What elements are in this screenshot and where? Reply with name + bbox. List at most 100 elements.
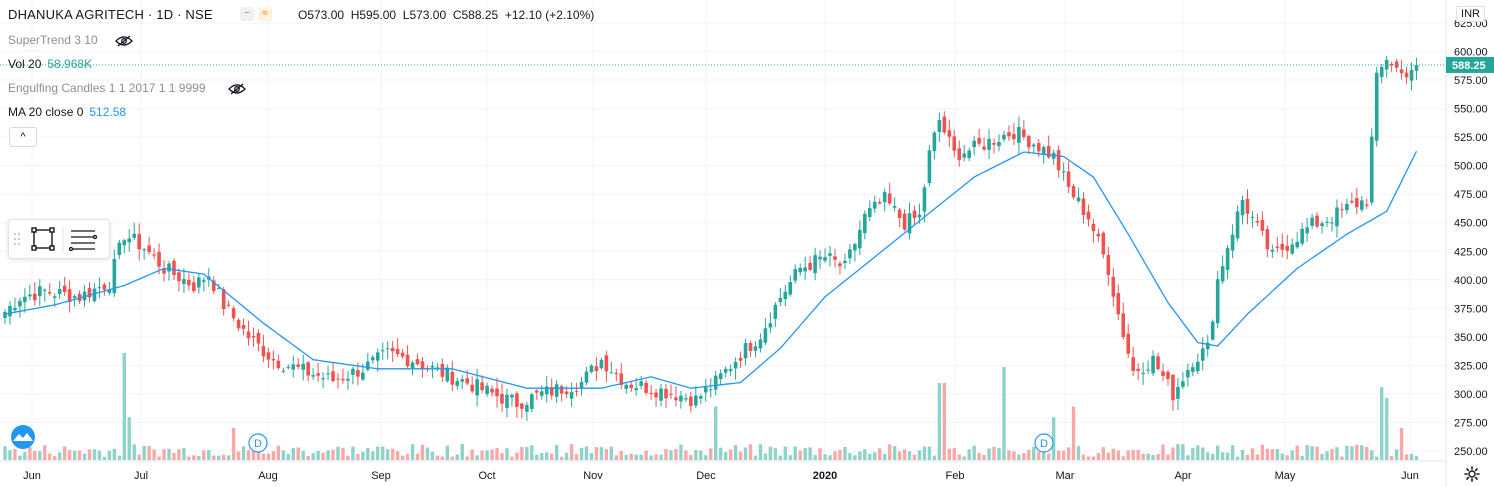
candle-body bbox=[62, 285, 67, 292]
volume-bar bbox=[395, 451, 400, 460]
candle-body bbox=[1036, 143, 1041, 152]
candle-body bbox=[296, 364, 301, 367]
volume-bar bbox=[172, 452, 176, 460]
volume-bar bbox=[982, 454, 986, 460]
volume-bar bbox=[748, 444, 753, 460]
candle-body bbox=[902, 213, 907, 230]
volume-bar bbox=[1076, 446, 1081, 460]
volume-bar bbox=[604, 449, 609, 460]
volume-bar bbox=[1022, 453, 1026, 460]
volume-bar bbox=[679, 444, 683, 460]
price-tick-label: 525.00 bbox=[1454, 132, 1488, 144]
volume-bar bbox=[226, 455, 231, 460]
candle-body bbox=[440, 363, 445, 377]
candle-body bbox=[748, 343, 753, 351]
volume-bar bbox=[455, 454, 459, 460]
last-price-tag bbox=[1446, 56, 1494, 73]
candle-body bbox=[788, 282, 793, 295]
volume-bar bbox=[207, 450, 211, 460]
candle-body bbox=[743, 343, 748, 359]
candle-body bbox=[167, 263, 171, 272]
eye-crossed-icon[interactable] bbox=[115, 35, 133, 47]
candle-body bbox=[1399, 69, 1404, 74]
candle-body bbox=[604, 355, 609, 372]
candle-body bbox=[684, 398, 688, 400]
compare-icon[interactable]: − bbox=[240, 7, 254, 21]
volume-bar bbox=[1121, 456, 1125, 460]
volume-bar bbox=[82, 453, 87, 460]
symbol-title[interactable]: DHANUKA AGRITECH · 1D · NSE bbox=[8, 7, 213, 22]
tradingview-logo-icon[interactable] bbox=[8, 425, 38, 449]
supertrend-legend[interactable]: SuperTrend 3 10 bbox=[8, 32, 98, 48]
low-value: L573.00 bbox=[402, 8, 447, 22]
volume-bar bbox=[858, 451, 862, 460]
currency-label[interactable]: INR bbox=[1456, 6, 1485, 22]
volume-bar bbox=[415, 453, 420, 460]
candle-body bbox=[803, 267, 807, 272]
volume-bar bbox=[902, 449, 907, 460]
volume-bar bbox=[18, 455, 22, 460]
volume-bar bbox=[1379, 387, 1384, 460]
gear-icon[interactable] bbox=[1464, 466, 1480, 482]
candle-body bbox=[182, 279, 186, 284]
volume-bar bbox=[684, 450, 688, 460]
volume-bar bbox=[848, 453, 852, 460]
candle-body bbox=[42, 289, 47, 291]
candle-body bbox=[689, 396, 693, 407]
volume-bar bbox=[1270, 449, 1275, 460]
time-tick-label: Jul bbox=[134, 470, 148, 482]
candle-body bbox=[405, 354, 410, 367]
volume-bar bbox=[1086, 456, 1091, 460]
candle-body bbox=[480, 382, 484, 391]
volume-legend[interactable]: Vol 20 58.968K bbox=[8, 56, 92, 72]
volume-bar bbox=[286, 453, 290, 460]
volume-bar bbox=[1106, 452, 1111, 460]
lightning-icon[interactable]: ≈ bbox=[258, 7, 272, 21]
candle-body bbox=[410, 362, 415, 368]
volume-bar bbox=[500, 452, 504, 460]
candle-body bbox=[197, 277, 201, 288]
volume-bar bbox=[1176, 444, 1180, 460]
volume-bar bbox=[609, 446, 614, 460]
collapse-legend-button[interactable]: ^ bbox=[9, 127, 37, 147]
volume-bar bbox=[1171, 447, 1175, 460]
volume-bar bbox=[400, 455, 405, 460]
time-tick-label: May bbox=[1275, 470, 1296, 482]
candle-body bbox=[1106, 254, 1111, 276]
horizontal-lines-icon bbox=[68, 230, 98, 252]
volume-bar bbox=[13, 448, 17, 460]
candle-body bbox=[1369, 136, 1374, 203]
price-tick-label: 400.00 bbox=[1454, 275, 1488, 287]
candle-body bbox=[1355, 198, 1359, 208]
candle-body bbox=[515, 393, 519, 407]
volume-bar bbox=[1186, 455, 1190, 460]
candle-body bbox=[897, 209, 902, 218]
candle-body bbox=[858, 229, 862, 249]
candle-body bbox=[1116, 293, 1121, 315]
volume-bar bbox=[912, 454, 917, 460]
volume-bar bbox=[53, 456, 57, 460]
candle-body bbox=[599, 359, 604, 369]
volume-bar bbox=[490, 449, 494, 460]
candle-body bbox=[669, 393, 673, 395]
ma-legend[interactable]: MA 20 close 0 512.58 bbox=[8, 104, 126, 120]
volume-bar bbox=[942, 382, 947, 460]
candle-body bbox=[336, 378, 340, 380]
volume-bar bbox=[221, 454, 226, 460]
volume-bar bbox=[887, 444, 892, 460]
candle-body bbox=[1335, 207, 1339, 227]
drawing-toolbox[interactable] bbox=[8, 219, 110, 259]
volume-bar bbox=[72, 450, 77, 460]
engulfing-legend[interactable]: Engulfing Candles 1 1 2017 1 1 9999 bbox=[8, 80, 206, 96]
candle-body bbox=[1364, 204, 1369, 206]
volume-bar bbox=[1211, 453, 1215, 460]
eye-crossed-icon[interactable] bbox=[228, 83, 246, 95]
candle-body bbox=[261, 346, 266, 357]
toolbox-icons bbox=[14, 226, 98, 252]
price-tick-label: 475.00 bbox=[1454, 189, 1488, 201]
candle-body bbox=[1230, 234, 1235, 251]
volume-bar bbox=[376, 446, 380, 460]
volume-bar bbox=[515, 452, 519, 460]
candle-body bbox=[281, 370, 286, 372]
